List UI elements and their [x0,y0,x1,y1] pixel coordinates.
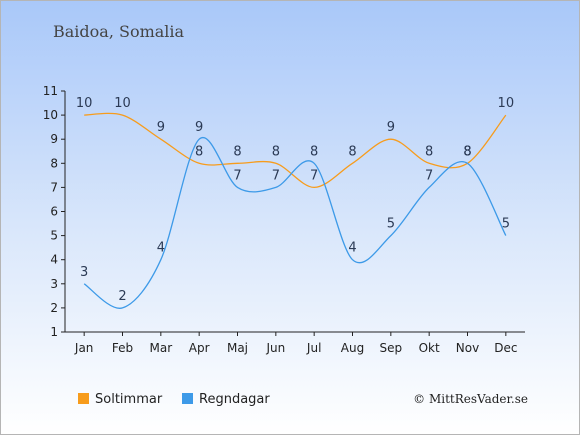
chart-title: Baidoa, Somalia [53,22,185,41]
data-label-soltimmar: 10 [76,96,93,111]
x-tick-label: Maj [227,341,248,355]
x-tick-label: Jun [265,341,285,355]
data-label-soltimmar: 8 [425,144,433,159]
data-label-regndagar: 9 [195,120,203,135]
y-tick-label: 6 [50,205,58,219]
data-label-regndagar: 8 [463,144,471,159]
data-label-soltimmar: 8 [272,144,280,159]
x-tick-label: Jul [306,341,321,355]
data-label-regndagar: 5 [387,217,395,232]
series-lines [83,112,507,309]
data-label-soltimmar: 8 [195,144,203,159]
data-label-regndagar: 7 [233,168,241,183]
x-tick-label: Jan [74,341,94,355]
legend-swatch-regndagar [182,393,193,404]
series-line-regndagar [83,136,507,309]
data-label-regndagar: 4 [348,241,356,256]
data-label-soltimmar: 9 [157,120,165,135]
data-label-soltimmar: 8 [463,144,471,159]
data-label-regndagar: 5 [502,217,510,232]
credit-text: © MittResVader.se [413,392,528,406]
y-tick-label: 8 [50,156,58,170]
y-tick-label: 1 [50,325,58,339]
x-tick-label: Apr [189,341,210,355]
x-tick-label: Aug [341,341,364,355]
y-tick-label: 9 [50,132,58,146]
series-line-soltimmar [84,112,507,189]
data-label-soltimmar: 8 [233,144,241,159]
data-label-regndagar: 3 [80,265,88,280]
y-tick-label: 4 [50,253,58,267]
axes: 1 2 3 4 5 6 7 8 9 10 11 Jan Feb Mar Apr Maj Jun Jul Aug Sep… [43,84,525,355]
x-tick-label: Feb [112,341,133,355]
x-tick-label: Sep [380,341,403,355]
data-label-soltimmar: 9 [387,120,395,135]
y-tick-label: 2 [50,301,58,315]
y-tick-label: 5 [50,229,58,243]
x-tick-label: Dec [494,341,517,355]
data-label-regndagar: 2 [118,289,126,304]
y-tick-label: 7 [50,180,58,194]
x-tick-label: Okt [419,341,440,355]
data-label-regndagar: 7 [272,168,280,183]
y-tick-label: 10 [43,108,58,122]
data-label-soltimmar: 7 [310,168,318,183]
legend: Soltimmar Regndagar [78,392,270,407]
legend-label-soltimmar: Soltimmar [95,392,163,407]
data-label-regndagar: 8 [310,144,318,159]
legend-label-regndagar: Regndagar [199,392,270,407]
data-label-soltimmar: 10 [498,96,515,111]
data-label-soltimmar: 10 [114,96,131,111]
data-label-regndagar: 7 [425,168,433,183]
y-tick-label: 11 [43,84,58,98]
y-tick-label: 3 [50,277,58,291]
data-label-regndagar: 4 [157,241,165,256]
legend-swatch-soltimmar [78,393,89,404]
x-tick-label: Nov [456,341,479,355]
data-label-soltimmar: 8 [348,144,356,159]
x-tick-label: Mar [150,341,173,355]
